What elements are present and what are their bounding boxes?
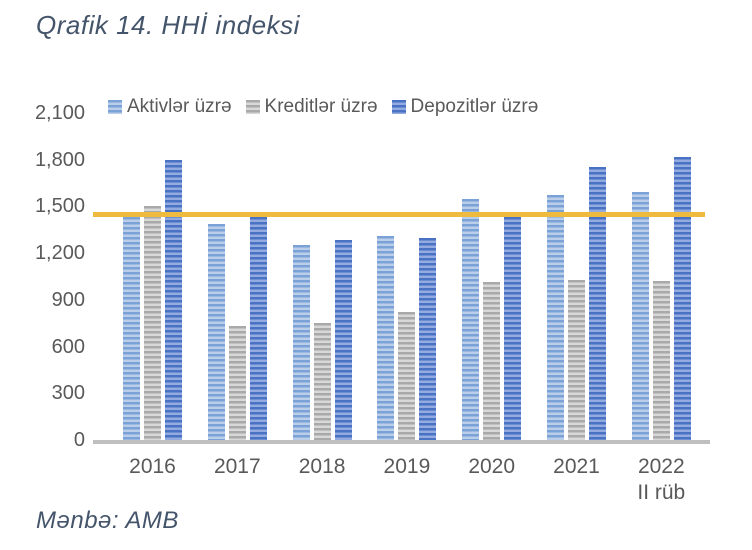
x-axis-tick-label: 2020 bbox=[468, 455, 516, 478]
x-axis-tick-label: 2022 bbox=[637, 455, 685, 478]
bar-kreditlər-2022 bbox=[652, 281, 670, 440]
legend-label: Aktivlər üzrə bbox=[127, 96, 232, 117]
bar-kreditlər-2016 bbox=[144, 206, 161, 440]
bar-aktivlər-2021 bbox=[547, 194, 564, 440]
y-axis-tick-label: 1,200 bbox=[34, 242, 85, 265]
bar-depozitlər-2018 bbox=[334, 239, 352, 440]
y-axis-tick-label: 600 bbox=[51, 335, 85, 358]
bar-aktivlər-2016 bbox=[123, 216, 140, 440]
bar-aktivlər-2022 bbox=[631, 192, 649, 440]
bar-kreditlər-2018 bbox=[313, 323, 331, 440]
bar-aktivlər-2020 bbox=[462, 198, 480, 440]
bar-kreditlər-2021 bbox=[568, 280, 585, 440]
x-axis-tick-label: 2016 bbox=[129, 455, 176, 478]
x-axis-tick-sublabel: II rüb bbox=[637, 481, 686, 504]
x-axis-tick-label: 2021 bbox=[553, 455, 600, 478]
bar-depozitlər-2017 bbox=[249, 217, 267, 440]
bar-kreditlər-2019 bbox=[398, 312, 416, 440]
x-axis-tick-label: 2019 bbox=[383, 455, 431, 478]
legend-item-depozitler: Depozitlər üzrə bbox=[391, 96, 539, 118]
legend-swatch-depozitler-icon bbox=[391, 100, 406, 114]
chart-title: Qrafik 14. HHİ indeksi bbox=[36, 10, 300, 40]
legend-label: Kreditlər üzrə bbox=[264, 96, 378, 117]
x-axis-tick-label: 2017 bbox=[213, 455, 261, 478]
bar-kreditlər-2020 bbox=[483, 281, 501, 440]
y-axis-tick-label: 1,800 bbox=[34, 148, 85, 171]
bar-aktivlər-2018 bbox=[292, 245, 310, 440]
bar-depozitlər-2016 bbox=[165, 159, 182, 440]
bar-depozitlər-2021 bbox=[589, 166, 606, 440]
y-axis-tick-label: 300 bbox=[51, 382, 85, 405]
bar-depozitlər-2022 bbox=[673, 156, 691, 440]
y-axis-tick-label: 2,100 bbox=[34, 102, 85, 124]
y-axis-tick-label: 1,500 bbox=[34, 195, 85, 218]
bar-depozitlər-2019 bbox=[419, 237, 437, 440]
legend-swatch-kreditler-icon bbox=[245, 100, 260, 114]
source-note: Mənbə: AMB bbox=[36, 507, 179, 534]
legend-swatch-aktivler-icon bbox=[108, 100, 122, 114]
y-axis-tick-label: 0 bbox=[73, 429, 85, 451]
threshold-line bbox=[93, 211, 705, 217]
legend-label: Depozitlər üzrə bbox=[410, 96, 539, 117]
bar-aktivlər-2019 bbox=[377, 236, 395, 440]
chart-legend: Aktivlər üzrə Kreditlər üzrə Depozitlər … bbox=[108, 96, 538, 118]
x-axis-line bbox=[93, 440, 710, 444]
bar-kreditlər-2017 bbox=[228, 326, 246, 440]
legend-item-kreditler: Kreditlər üzrə bbox=[245, 96, 378, 118]
legend-item-aktivler: Aktivlər üzrə bbox=[108, 96, 232, 118]
x-axis-tick-label: 2018 bbox=[298, 455, 346, 478]
bar-aktivlər-2017 bbox=[207, 223, 225, 440]
bar-depozitlər-2020 bbox=[504, 217, 522, 440]
y-axis-tick-label: 900 bbox=[51, 288, 85, 311]
